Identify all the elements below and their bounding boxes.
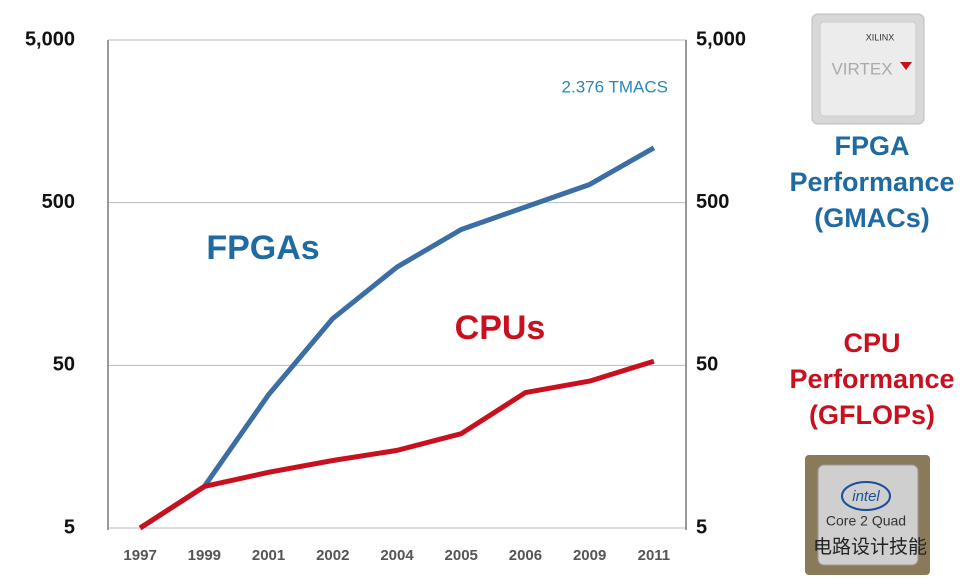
side-label: FPGA: [834, 131, 909, 161]
y-tick-label: 5: [696, 516, 707, 538]
y-tick-label: 5,000: [696, 28, 746, 50]
series-label: CPUs: [455, 309, 546, 347]
x-tick-label: 2004: [380, 547, 414, 564]
chip-text: XILINX: [866, 32, 895, 42]
x-tick-label: 2009: [573, 547, 606, 564]
x-tick-label: 2005: [445, 547, 478, 564]
series-label: FPGAs: [206, 229, 319, 267]
y-tick-label: 50: [53, 354, 75, 376]
cpu-chip: intel Core 2 Quad: [805, 455, 930, 575]
x-tick-label: 2011: [638, 547, 671, 564]
side-label: Performance: [789, 167, 954, 197]
x-tick-label: 2002: [316, 547, 349, 564]
watermark: 电路设计技能: [813, 536, 927, 558]
series-line: [138, 145, 656, 531]
side-label: (GMACs): [814, 203, 930, 233]
y-tick-label: 500: [42, 191, 75, 213]
x-tick-label: 1997: [123, 547, 156, 564]
y-tick-label: 500: [696, 191, 729, 213]
chip-text: intel: [852, 488, 880, 505]
side-label: Performance: [789, 364, 954, 394]
side-label: (GFLOPs): [809, 400, 935, 430]
series-line: [138, 358, 655, 531]
y-tick-label: 5,000: [25, 28, 75, 50]
chip-text: Core 2 Quad: [826, 513, 906, 529]
annotation: 2.376 TMACS: [562, 77, 668, 96]
x-tick-label: 1999: [188, 547, 221, 564]
fpga-chip: XILINX VIRTEX: [811, 13, 925, 125]
y-tick-label: 50: [696, 354, 718, 376]
chip-text: VIRTEX: [831, 59, 892, 78]
y-tick-label: 5: [64, 516, 75, 538]
x-tick-label: 2001: [252, 547, 285, 564]
x-tick-label: 2006: [509, 547, 542, 564]
side-label: CPU: [843, 328, 900, 358]
